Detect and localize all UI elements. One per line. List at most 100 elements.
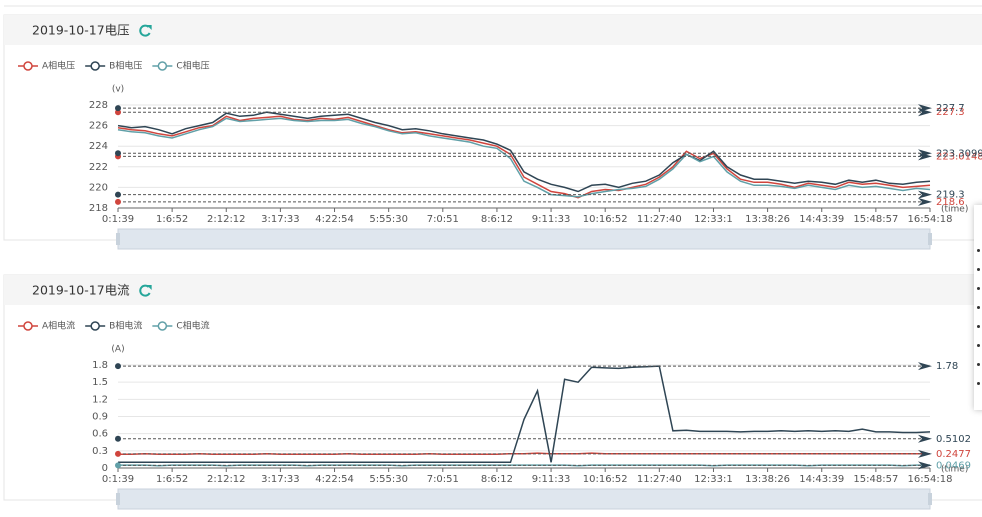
x-tick-label: 3:17:33 — [261, 214, 300, 225]
panel-title: 2019-10-17电流 — [32, 283, 130, 298]
mark-line-start — [115, 198, 121, 205]
x-tick-label: 5:55:30 — [369, 474, 408, 485]
zoom-handle-left[interactable] — [116, 233, 120, 245]
mark-line-start — [115, 462, 121, 469]
legend-marker — [90, 321, 100, 331]
y-tick-label: 0.3 — [92, 446, 108, 457]
y-tick-label: 226 — [89, 121, 108, 132]
x-tick-label: 1:6:52 — [156, 214, 188, 225]
x-tick-label: 0:1:39 — [102, 474, 134, 485]
x-tick-label: 14:43:39 — [799, 214, 844, 225]
x-tick-label: 3:17:33 — [261, 474, 300, 485]
x-tick-label: 2:12:12 — [207, 474, 246, 485]
mark-line-label: 219.3 — [936, 190, 965, 201]
x-tick-label: 12:33:1 — [694, 214, 733, 225]
x-tick-label: 16:54:18 — [908, 214, 953, 225]
mark-line-label: 0.0469 — [936, 460, 971, 471]
y-tick-label: 0.9 — [92, 412, 108, 423]
panel-title: 2019-10-17电压 — [32, 23, 130, 38]
x-tick-label: 15:48:57 — [853, 474, 898, 485]
x-tick-label: 0:1:39 — [102, 214, 134, 225]
mark-line-label: 227.3 — [936, 107, 965, 118]
mark-line-arrow — [918, 461, 932, 470]
y-unit: (A) — [111, 345, 124, 355]
legend-marker — [23, 321, 33, 331]
zoom-slider — [117, 228, 931, 250]
legend-label[interactable]: A相电压 — [42, 60, 75, 72]
legend-marker — [90, 61, 100, 71]
refresh-button[interactable] — [139, 284, 151, 297]
mark-line-arrow — [918, 362, 932, 371]
refresh-button[interactable] — [139, 24, 151, 37]
x-tick-label: 7:0:51 — [427, 214, 459, 225]
refresh-arrow — [146, 285, 152, 290]
x-tick-label: 11:27:40 — [637, 474, 682, 485]
x-tick-label: 2:12:12 — [207, 214, 246, 225]
y-tick-label: 0 — [102, 463, 108, 474]
y-unit: (v) — [112, 85, 124, 95]
series-line — [118, 365, 931, 464]
legend-label[interactable]: B相电压 — [109, 60, 142, 72]
mark-line-start — [115, 363, 121, 370]
series-line — [117, 117, 931, 198]
y-tick-label: 228 — [89, 100, 108, 111]
mark-line-arrow — [918, 434, 932, 443]
mark-line-arrow — [918, 104, 932, 113]
y-tick-label: 1.8 — [92, 360, 108, 371]
mark-line-start — [115, 435, 121, 442]
y-tick-label: 222 — [89, 162, 108, 173]
x-tick-label: 16:54:18 — [908, 474, 953, 485]
mark-line-label: 223.3099 — [936, 148, 982, 159]
mark-line-label: 0.2477 — [936, 449, 971, 460]
mark-line-start — [115, 105, 121, 112]
mark-line-arrow — [918, 149, 932, 158]
x-unit: (time) — [941, 205, 968, 215]
x-tick-label: 11:27:40 — [637, 214, 682, 225]
x-tick-label: 5:55:30 — [369, 214, 408, 225]
x-tick-label: 4:22:54 — [315, 474, 354, 485]
series-line — [117, 115, 931, 199]
x-tick-label: 15:48:57 — [853, 214, 898, 225]
mark-line-start — [115, 150, 121, 157]
x-tick-label: 8:6:12 — [481, 474, 513, 485]
panel-header — [4, 15, 982, 45]
x-tick-label: 13:38:26 — [745, 474, 790, 485]
y-tick-label: 218 — [89, 203, 108, 214]
x-tick-label: 9:11:33 — [532, 214, 571, 225]
x-tick-label: 8:6:12 — [481, 214, 513, 225]
mark-line-label: 1.78 — [936, 361, 958, 372]
y-tick-label: 1.2 — [92, 394, 108, 405]
zoom-handle-right[interactable] — [928, 233, 932, 245]
mark-line-arrow — [918, 190, 932, 199]
legend-label[interactable]: C相电压 — [176, 60, 209, 72]
legend-label[interactable]: B相电流 — [109, 320, 142, 332]
y-tick-label: 1.5 — [92, 377, 108, 388]
mark-line-arrow — [918, 449, 932, 458]
mark-line-label: 223.0148 — [936, 151, 982, 162]
x-tick-label: 4:22:54 — [315, 214, 354, 225]
mark-line-arrow — [918, 197, 932, 206]
x-tick-label: 12:33:1 — [694, 474, 733, 485]
legend-label[interactable]: C相电流 — [176, 320, 209, 332]
mark-line-label: 218.6 — [936, 197, 965, 208]
x-tick-label: 1:6:52 — [156, 474, 188, 485]
mark-line-start — [115, 191, 121, 198]
zoom-handle-right[interactable] — [928, 493, 932, 505]
zoom-slider — [117, 488, 931, 510]
panel-header — [4, 275, 982, 305]
y-tick-label: 224 — [89, 141, 108, 152]
mark-line-label: 0.5102 — [936, 434, 971, 445]
legend-label[interactable]: A相电流 — [42, 320, 75, 332]
y-tick-label: 0.6 — [92, 429, 108, 440]
mark-line-label: 227.7 — [936, 103, 965, 114]
legend-marker — [23, 61, 33, 71]
x-tick-label: 13:38:26 — [745, 214, 790, 225]
x-tick-label: 7:0:51 — [427, 474, 459, 485]
y-tick-label: 220 — [89, 182, 108, 193]
mark-line-start — [115, 109, 121, 116]
mark-line-start — [115, 450, 121, 457]
zoom-handle-left[interactable] — [116, 493, 120, 505]
refresh-arrow — [146, 25, 152, 30]
